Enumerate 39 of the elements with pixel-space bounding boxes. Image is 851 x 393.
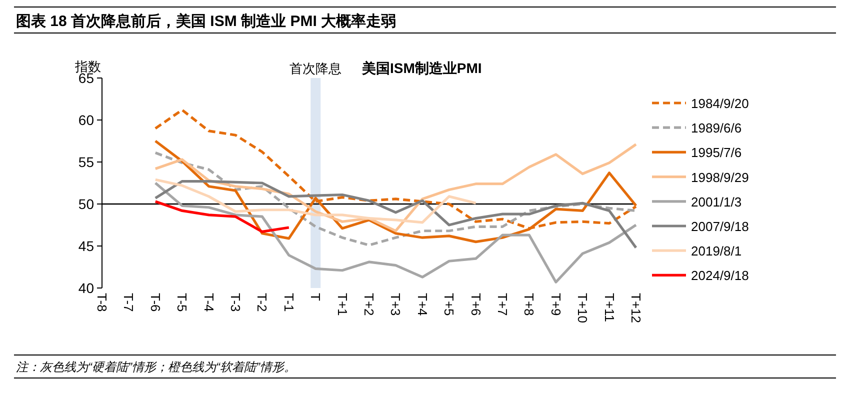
legend-label: 2024/9/18	[691, 268, 749, 284]
x-tick-label: T+4	[414, 293, 430, 316]
y-tick-label: 50	[78, 196, 94, 212]
band: 首次降息	[290, 61, 342, 288]
legend-label: 1984/9/20	[691, 96, 749, 111]
x-tick-label: T+9	[548, 293, 564, 316]
x-tick-label: T+2	[362, 293, 376, 316]
legend-label: 1995/7/6	[691, 145, 742, 160]
x-tick-label: T+1	[334, 293, 350, 316]
legend-label: 1998/9/29	[691, 170, 749, 185]
x-tick-label: T-1	[281, 293, 296, 312]
x-tick-label: T-4	[201, 293, 216, 312]
y-tick-label: 60	[78, 112, 94, 128]
x-tick-label: T-2	[254, 293, 270, 312]
x-tick-label: T+8	[522, 293, 537, 316]
x-tick-label: T+11	[602, 293, 617, 322]
chart-title: 图表 18 首次降息前后，美国 ISM 制造业 PMI 大概率走弱	[16, 12, 396, 30]
x-tick-label: T+10	[575, 293, 590, 323]
chart-subtitle: 美国ISM制造业PMI	[361, 60, 482, 76]
y-tick-label: 45	[78, 238, 94, 254]
x-tick-label: T-3	[228, 293, 243, 312]
legend-label: 2019/8/1	[691, 244, 742, 259]
x-tick-label: T+3	[388, 293, 404, 316]
x-tick-label: T-7	[121, 293, 136, 312]
x-tick-label: T+7	[495, 293, 510, 316]
x-tick-label: T	[308, 293, 324, 301]
x-tick-label: T-5	[174, 293, 190, 312]
text: 注：灰色线为“硬着陆”情形；橙色线为“软着陆”情形。	[16, 360, 296, 374]
x-tick-label: T+5	[442, 293, 457, 316]
band-label: 首次降息	[290, 61, 342, 76]
y-tick-label: 40	[78, 280, 94, 296]
x-tick-label: T+6	[468, 293, 484, 316]
x-tick-label: T+12	[628, 293, 644, 323]
y-tick-label: 55	[78, 154, 94, 170]
legend-label: 2001/1/3	[691, 194, 742, 210]
x-tick-label: T-6	[148, 293, 163, 312]
legend-label: 1989/6/6	[691, 120, 742, 136]
legend-label: 2007/9/18	[691, 219, 749, 234]
x-tick-label: T-8	[94, 293, 110, 312]
